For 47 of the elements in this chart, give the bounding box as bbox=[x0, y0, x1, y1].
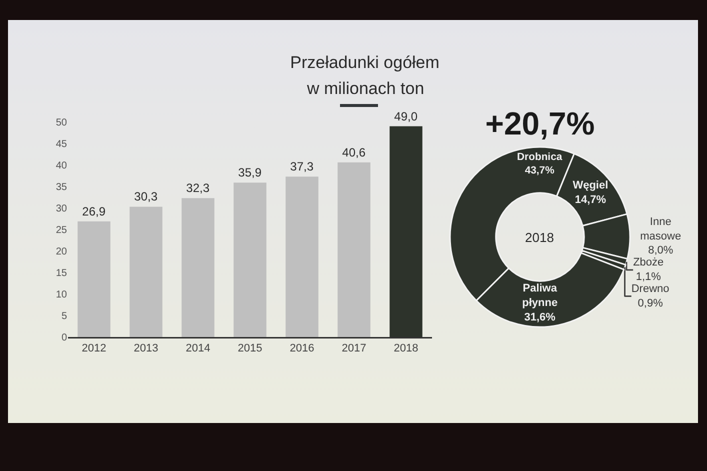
y-tick-label: 35 bbox=[56, 182, 68, 193]
y-tick-label: 40 bbox=[56, 160, 68, 172]
chart-subtitle: w milionach ton bbox=[306, 79, 424, 98]
data-label: 30,3 bbox=[134, 190, 158, 204]
y-tick-label: 25 bbox=[56, 225, 68, 236]
x-tick-label: 2015 bbox=[238, 342, 262, 355]
data-label: 32,3 bbox=[186, 181, 210, 196]
y-tick-label: 5 bbox=[61, 311, 68, 322]
data-label: 35,9 bbox=[238, 166, 262, 180]
data-label: 37,3 bbox=[290, 160, 314, 174]
slice-label: Paliwa płynne bbox=[522, 282, 558, 310]
chart-title: Przeładunki ogółem bbox=[290, 52, 440, 72]
bar bbox=[182, 198, 214, 337]
y-tick-label: 10 bbox=[56, 290, 68, 300]
y-tick-label: 0 bbox=[61, 332, 68, 344]
chart-title: +20,7% bbox=[485, 105, 595, 142]
data-label: 26,9 bbox=[82, 204, 106, 218]
y-tick-label: 30 bbox=[56, 204, 68, 214]
y-tick-label: 50 bbox=[56, 118, 68, 128]
x-tick-label: 2016 bbox=[290, 342, 314, 355]
data-label: 1,1% bbox=[636, 271, 662, 284]
data-label: 31,6% bbox=[524, 311, 556, 324]
text: 2018 bbox=[525, 230, 554, 245]
y-tick-label: 15 bbox=[56, 268, 68, 279]
x-tick-label: 2012 bbox=[82, 342, 106, 355]
data-label: 14,7% bbox=[574, 194, 606, 206]
x-tick-label: 2013 bbox=[134, 342, 158, 355]
data-label: 43,7% bbox=[524, 165, 554, 176]
x-tick-label: 2017 bbox=[342, 342, 366, 355]
bar bbox=[338, 162, 370, 337]
data-label: 49,0 bbox=[394, 109, 418, 124]
slice-label: Drewno bbox=[631, 283, 670, 296]
slice-label: Inne masowe bbox=[640, 216, 682, 242]
slice-label: Drobnica bbox=[517, 152, 562, 163]
bar bbox=[78, 221, 110, 337]
x-tick-label: 2014 bbox=[186, 342, 210, 355]
data-label: 0,9% bbox=[638, 297, 664, 310]
y-tick-label: 20 bbox=[56, 246, 68, 258]
data-label: 40,6 bbox=[342, 145, 366, 160]
x-tick-label: 2018 bbox=[394, 342, 418, 355]
data-label: 8,0% bbox=[648, 244, 674, 257]
slice-label: Węgiel bbox=[572, 180, 608, 192]
slice-label: Zboże bbox=[633, 256, 664, 269]
y-tick-label: 45 bbox=[56, 139, 68, 150]
bar bbox=[234, 182, 266, 337]
bar bbox=[130, 206, 162, 337]
bar bbox=[286, 176, 318, 337]
